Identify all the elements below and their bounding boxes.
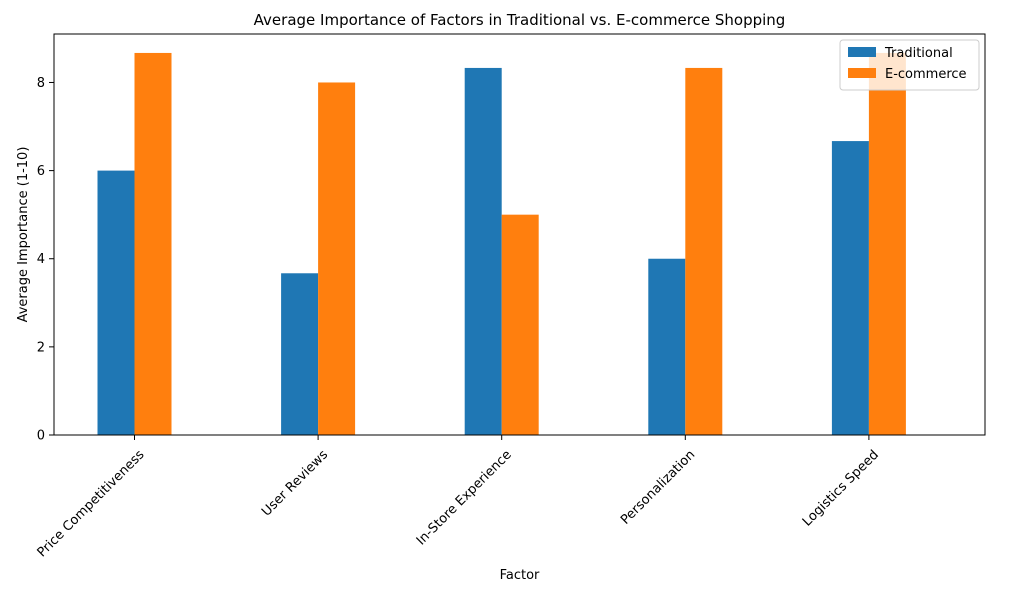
- legend-swatch-e-commerce: [848, 68, 876, 78]
- y-tick-label: 0: [37, 429, 45, 444]
- y-axis: 0 2 4 6 8: [37, 76, 54, 444]
- bar-e-commerce-in-store-experience: [501, 214, 539, 435]
- legend-label-e-commerce: E-commerce: [885, 67, 967, 82]
- bar-traditional-logistics-speed: [831, 141, 869, 436]
- x-axis: Price Competitiveness User Reviews In-Stor…: [35, 435, 882, 560]
- legend-label-traditional: Traditional: [884, 46, 953, 61]
- y-tick-label: 4: [37, 252, 45, 267]
- plot-frame: [53, 33, 986, 436]
- x-tick-label: Personalization: [618, 447, 698, 527]
- x-tick-label: Logistics Speed: [800, 447, 882, 529]
- bars-layer: [97, 52, 906, 436]
- legend: Traditional E-commerce: [839, 39, 980, 91]
- chart-title: Average Importance of Factors in Traditi…: [254, 11, 786, 29]
- bar-e-commerce-logistics-speed: [868, 52, 906, 435]
- bar-traditional-price-competitiveness: [97, 170, 135, 435]
- y-axis-label: Average Importance (1-10): [16, 147, 31, 323]
- x-tick-label: User Reviews: [259, 447, 331, 519]
- y-tick-label: 8: [37, 76, 45, 91]
- bar-traditional-personalization: [648, 258, 686, 435]
- y-tick-label: 6: [37, 164, 45, 179]
- x-tick-label: Price Competitiveness: [35, 447, 148, 560]
- bar-e-commerce-user-reviews: [318, 82, 356, 435]
- x-axis-label: Factor: [500, 568, 540, 583]
- axes-layer: [53, 33, 986, 436]
- bar-traditional-user-reviews: [281, 273, 319, 435]
- bar-e-commerce-personalization: [685, 67, 723, 435]
- x-tick-label: In-Store Experience: [414, 447, 515, 548]
- bar-traditional-in-store-experience: [464, 67, 502, 435]
- legend-swatch-traditional: [848, 47, 876, 57]
- bar-e-commerce-price-competitiveness: [134, 52, 172, 435]
- y-tick-label: 2: [37, 340, 45, 355]
